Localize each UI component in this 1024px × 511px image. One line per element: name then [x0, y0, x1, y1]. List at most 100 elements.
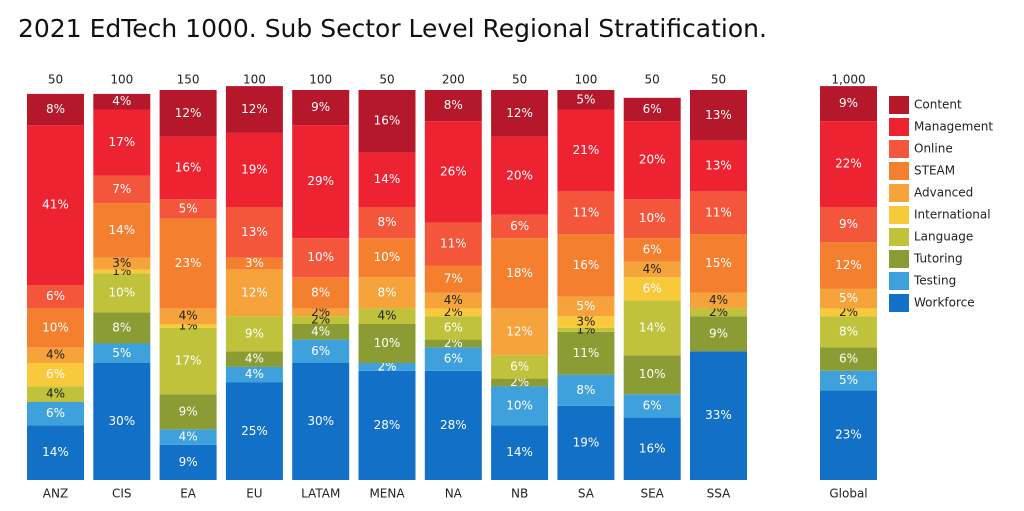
bar-segment — [424, 370, 482, 480]
bar-segment — [690, 140, 747, 192]
data-label: 5% — [179, 201, 198, 215]
bar-segment — [225, 269, 283, 317]
data-label: 12% — [241, 102, 268, 116]
bar-segment — [424, 308, 482, 317]
data-label: 9% — [839, 217, 858, 231]
bar-segment — [690, 292, 747, 309]
legend-label: STEAM — [914, 164, 955, 178]
bar-segment — [292, 324, 350, 340]
data-label: 30% — [307, 414, 334, 428]
bar-segment — [93, 203, 151, 258]
data-label: 9% — [311, 100, 330, 114]
total-label: 50 — [711, 73, 726, 87]
bar-segment — [292, 277, 350, 309]
data-label: 6% — [46, 289, 65, 303]
data-label: 30% — [108, 414, 135, 428]
bar-segment — [820, 347, 877, 371]
data-label: 4% — [444, 293, 463, 307]
bar-segment — [820, 288, 877, 309]
legend-swatch — [889, 118, 909, 136]
legend-swatch — [889, 140, 909, 158]
bar-segment — [27, 285, 84, 309]
bar-segment — [557, 374, 615, 406]
bar-segment — [424, 347, 482, 371]
x-tick-label: LATAM — [301, 487, 340, 501]
bar-segment — [159, 218, 217, 309]
data-label: 14% — [506, 445, 533, 459]
legend-label: Management — [914, 120, 993, 134]
bar-segment — [424, 292, 482, 309]
bar-segment — [820, 207, 877, 243]
bar-segment — [491, 136, 549, 215]
bar-segment — [358, 324, 416, 363]
data-label: 8% — [377, 285, 396, 299]
bar-segment — [358, 90, 416, 153]
data-label: 13% — [705, 159, 732, 173]
bar-segment — [557, 90, 615, 110]
data-label: 4% — [245, 367, 264, 381]
bar-segment — [424, 90, 482, 122]
bar-segment — [159, 136, 217, 200]
x-tick-label: NA — [445, 487, 463, 501]
data-label: 9% — [179, 455, 198, 469]
data-label: 12% — [506, 324, 533, 338]
bar-segment — [225, 382, 283, 480]
data-label: 8% — [377, 215, 396, 229]
bar-segment — [491, 386, 549, 426]
bar-segment — [358, 363, 416, 371]
bar-segment — [292, 238, 350, 278]
bar-segment — [491, 425, 549, 480]
bar-segment — [159, 394, 217, 430]
legend-label: Content — [914, 98, 962, 112]
data-label: 12% — [175, 106, 202, 120]
x-tick-label: NB — [511, 487, 528, 501]
data-label: 10% — [108, 285, 135, 299]
bar-segment — [292, 339, 350, 363]
bar-segment — [93, 257, 151, 270]
x-tick-label: MENA — [369, 487, 405, 501]
data-label: 12% — [506, 106, 533, 120]
bar-segment — [424, 316, 482, 340]
bar-segment — [623, 394, 681, 418]
bar-segment — [93, 269, 151, 274]
total-label: 100 — [574, 73, 597, 87]
data-label: 16% — [639, 441, 666, 455]
data-label: 23% — [175, 256, 202, 270]
bar-segment — [623, 417, 681, 480]
data-label: 10% — [639, 211, 666, 225]
data-label: 7% — [444, 272, 463, 286]
total-label: 200 — [442, 73, 465, 87]
legend-label: Workforce — [914, 296, 975, 310]
data-label: 21% — [573, 143, 600, 157]
bar-segment — [491, 308, 549, 356]
data-label: 4% — [709, 293, 728, 307]
data-label: 5% — [839, 291, 858, 305]
bar-segment — [27, 93, 84, 126]
total-label: 50 — [645, 73, 660, 87]
bar-segment — [820, 86, 877, 122]
data-label: 6% — [444, 320, 463, 334]
data-label: 4% — [311, 324, 330, 338]
bar-segment — [690, 90, 747, 141]
data-label: 5% — [839, 373, 858, 387]
bar-segment — [623, 238, 681, 262]
data-label: 3% — [112, 256, 131, 270]
bar-segment — [690, 191, 747, 235]
data-label: 5% — [112, 346, 131, 360]
data-label: 10% — [374, 336, 401, 350]
data-label: 14% — [639, 320, 666, 334]
data-label: 6% — [643, 281, 662, 295]
total-label: 50 — [48, 73, 63, 87]
bar-segment — [225, 86, 283, 133]
bar-segment — [93, 343, 151, 363]
data-label: 20% — [506, 168, 533, 182]
data-label: 13% — [705, 108, 732, 122]
data-label: 33% — [705, 408, 732, 422]
bar-segment — [159, 429, 217, 445]
bar-segment — [820, 121, 877, 207]
data-label: 41% — [42, 198, 69, 212]
bar-segment — [623, 97, 681, 122]
data-label: 29% — [307, 174, 334, 188]
bar-segment — [225, 132, 283, 207]
